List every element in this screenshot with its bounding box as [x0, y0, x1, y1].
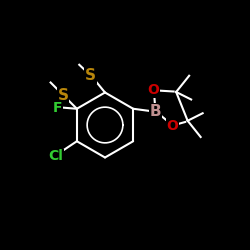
Text: S: S: [85, 68, 96, 83]
Text: Cl: Cl: [48, 149, 63, 163]
Text: B: B: [150, 104, 162, 119]
Text: F: F: [52, 100, 62, 114]
Text: O: O: [148, 83, 160, 97]
Text: O: O: [167, 119, 178, 133]
Text: S: S: [58, 88, 68, 102]
